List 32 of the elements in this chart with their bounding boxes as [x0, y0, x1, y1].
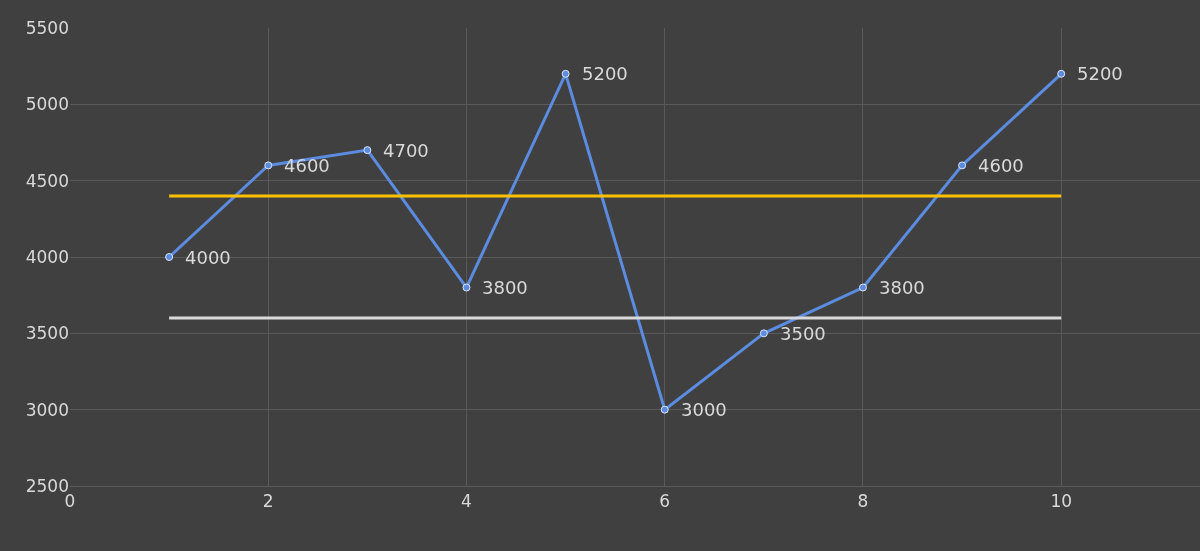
- data-label: 3800: [482, 277, 528, 298]
- point: [264, 161, 273, 170]
- data-label: 4000: [185, 247, 231, 268]
- point: [958, 161, 967, 170]
- point: [1057, 69, 1066, 78]
- data-label: 4700: [383, 140, 429, 161]
- y-tick-label: 5000: [25, 94, 69, 115]
- data-label: 5200: [1077, 63, 1123, 84]
- data-label: 4600: [978, 155, 1024, 176]
- x-tick-label: 4: [461, 491, 472, 512]
- y-tick-label: 4000: [25, 246, 69, 267]
- x-tick-label: 6: [659, 491, 671, 512]
- x-tick-label: 8: [857, 491, 869, 512]
- x-tick-label: 2: [262, 491, 274, 512]
- point: [759, 329, 768, 338]
- y-tick-label: 4500: [25, 170, 69, 191]
- data-label: 3500: [780, 323, 826, 344]
- point: [462, 283, 471, 292]
- y-tick-label: 5500: [25, 17, 69, 38]
- y-tick-label: 3500: [25, 323, 69, 344]
- x-tick-label: 10: [1050, 491, 1073, 512]
- data-label: 3800: [879, 277, 925, 298]
- data-label: 4600: [284, 155, 330, 176]
- point: [363, 146, 372, 155]
- data-label: 3000: [681, 399, 727, 420]
- data-label: 5200: [582, 63, 628, 84]
- point: [165, 253, 174, 261]
- y-tick-label: 3000: [25, 399, 69, 420]
- point: [858, 283, 867, 292]
- point: [660, 405, 669, 414]
- point: [561, 69, 570, 78]
- x-tick-label: 0: [64, 491, 76, 512]
